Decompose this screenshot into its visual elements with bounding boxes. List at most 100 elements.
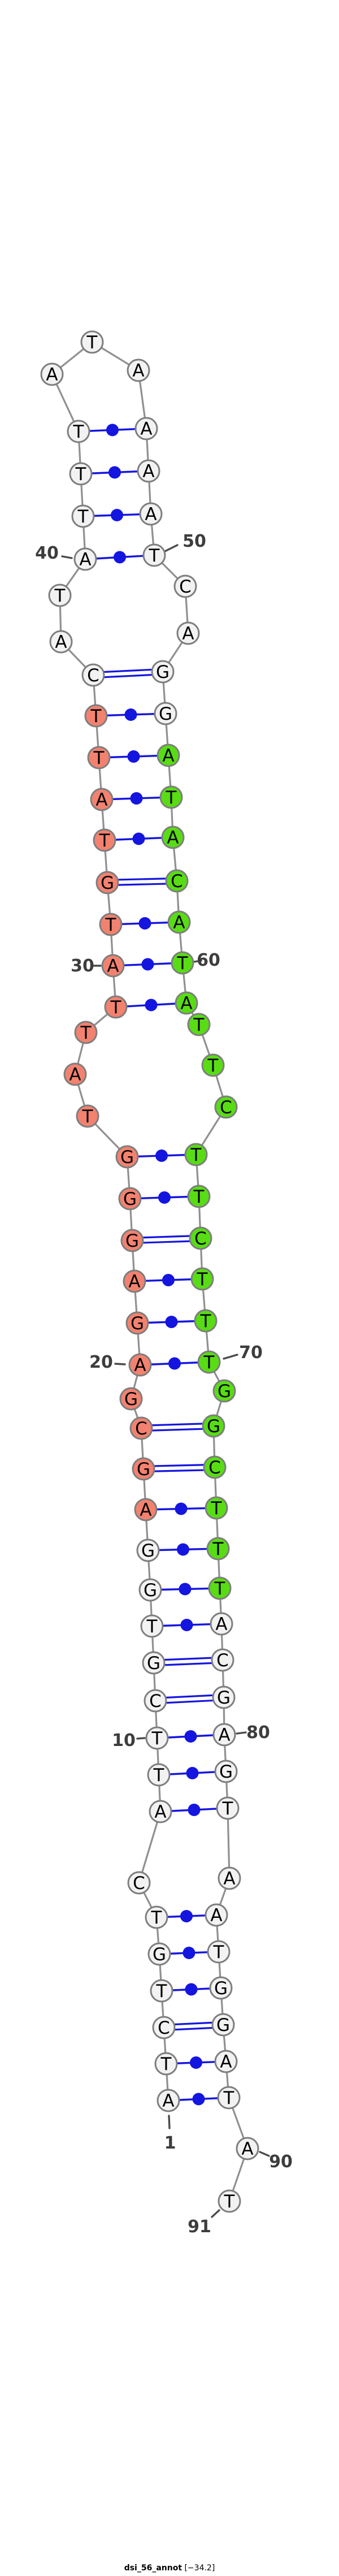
nucleotide-letter: C: [171, 871, 183, 892]
nucleotide-letter: C: [158, 2018, 170, 2038]
position-label-80: 80: [246, 1723, 270, 1743]
nucleotide-17-G: [132, 1457, 155, 1481]
nucleotide-61-A: [175, 991, 198, 1015]
nucleotide-31-T: [99, 913, 123, 936]
pair-bond-double: [140, 1422, 215, 1427]
nucleotide-letter: T: [193, 1187, 205, 1207]
pair-bond-double: [154, 1698, 225, 1705]
nucleotide-letter: C: [216, 1650, 229, 1671]
nucleotide-letter: C: [149, 1691, 162, 1711]
nucleotide-62-T: [187, 1013, 211, 1036]
nucleotide-letter: C: [208, 1458, 221, 1478]
nucleotide-letter: A: [182, 624, 194, 644]
nucleotide-letter: G: [137, 1459, 150, 1480]
position-tick: [136, 1737, 146, 1740]
nucleotide-letter: A: [107, 956, 119, 976]
nucleotide-8-A: [149, 1800, 172, 1823]
nucleotide-letter: T: [82, 1107, 94, 1127]
nucleotide-letter: A: [162, 746, 174, 766]
nucleotide-54-G: [154, 702, 177, 725]
backbone-link: [227, 1807, 231, 1879]
nucleotide-68-T: [190, 1267, 214, 1291]
figure-caption: dsi_56_annot [−34.2]: [0, 2564, 339, 2573]
nucleotide-15-G: [136, 1538, 160, 1562]
caption-structure-name: dsi_56_annot: [124, 2564, 182, 2573]
pair-bond-dot: [155, 1149, 168, 1162]
nucleotide-letter: A: [55, 632, 67, 652]
pair-bond-double: [142, 1463, 216, 1468]
nucleotide-37-C: [81, 663, 105, 687]
nucleotide-6-T: [145, 1905, 168, 1929]
nucleotide-69-T: [194, 1309, 218, 1333]
nucleotide-letter: T: [75, 464, 87, 485]
nucleotide-41-T: [71, 504, 95, 528]
position-label-20: 20: [89, 1352, 113, 1372]
nucleotide-letter: T: [211, 1498, 223, 1519]
pair-bond-dot: [168, 1357, 181, 1370]
pair-bond-dot: [180, 1619, 193, 1631]
nucleotide-letter: A: [173, 913, 185, 933]
nucleotide-86-G: [209, 1976, 233, 2000]
nucleotide-letter: A: [95, 790, 107, 810]
nucleotide-23-G: [120, 1229, 144, 1252]
pair-bond-dot: [179, 1583, 192, 1596]
position-label-30: 30: [71, 956, 94, 976]
nucleotide-67-C: [189, 1226, 212, 1250]
nucleotide-letter: A: [154, 1802, 166, 1822]
nucleotide-60-T: [171, 951, 194, 975]
nucleotide-letter: T: [146, 1617, 158, 1637]
pair-bond-double: [142, 1468, 216, 1473]
nucleotide-25-G: [115, 1145, 139, 1169]
nucleotide-71-G: [212, 1379, 236, 1403]
nucleotide-letter: T: [203, 1352, 215, 1373]
pair-bond-dot: [132, 832, 145, 845]
nucleotide-79-G: [212, 1685, 236, 1709]
nucleotide-45-T: [80, 330, 104, 354]
pair-bond-dot: [124, 708, 137, 721]
nucleotide-letter: T: [222, 1799, 234, 1819]
nucleotide-12-G: [142, 1651, 166, 1675]
nucleotide-letter: C: [133, 1873, 145, 1894]
nucleotide-letter: G: [141, 1541, 155, 1561]
nucleotide-84-A: [205, 1903, 228, 1927]
position-tick: [259, 2151, 270, 2157]
pair-bond-dot: [186, 1767, 199, 1779]
nucleotide-letter: T: [177, 953, 189, 974]
nucleotide-letter: A: [210, 1905, 222, 1926]
pair-bond-dot: [185, 1983, 198, 1996]
position-label-10: 10: [112, 1731, 136, 1751]
nucleotide-88-A: [214, 2050, 238, 2073]
pair-bond-dot: [177, 1543, 189, 1556]
nucleotide-58-C: [165, 869, 189, 893]
nucleotide-letter: G: [217, 1688, 231, 1708]
position-tick: [211, 2209, 220, 2218]
nucleotide-letter: A: [145, 504, 157, 525]
nucleotide-64-C: [214, 1095, 238, 1119]
nucleotide-letter: T: [151, 1908, 163, 1928]
nucleotide-letter: A: [134, 1355, 146, 1376]
nucleotide-letter: T: [213, 1942, 225, 1963]
nucleotide-16-A: [134, 1498, 158, 1522]
pair-bond-dot: [180, 1910, 193, 1922]
nucleotide-letter: G: [214, 1978, 228, 1999]
nucleotide-letter: G: [125, 1231, 139, 1251]
pair-bond-dot: [141, 958, 154, 971]
nucleotide-letter: A: [79, 550, 91, 570]
position-tick: [223, 1354, 238, 1360]
nucleotide-13-T: [140, 1614, 164, 1638]
pair-bond-double: [106, 882, 178, 887]
nucleotide-letter: A: [132, 361, 144, 381]
nucleotide-29-T: [104, 995, 128, 1019]
nucleotide-letter: T: [99, 831, 111, 851]
nucleotide-2-T: [154, 2052, 178, 2076]
nucleotide-letter: T: [207, 1056, 219, 1076]
position-label-1: 1: [164, 2133, 176, 2153]
nucleotide-letter: A: [218, 1725, 230, 1745]
nucleotide-18-C: [129, 1416, 153, 1440]
nucleotide-91-T: [218, 2189, 241, 2213]
position-tick: [236, 1731, 247, 1735]
nucleotide-letter: G: [159, 704, 172, 724]
nucleotide-letter: A: [241, 2139, 253, 2159]
nucleotide-65-T: [184, 1143, 208, 1166]
